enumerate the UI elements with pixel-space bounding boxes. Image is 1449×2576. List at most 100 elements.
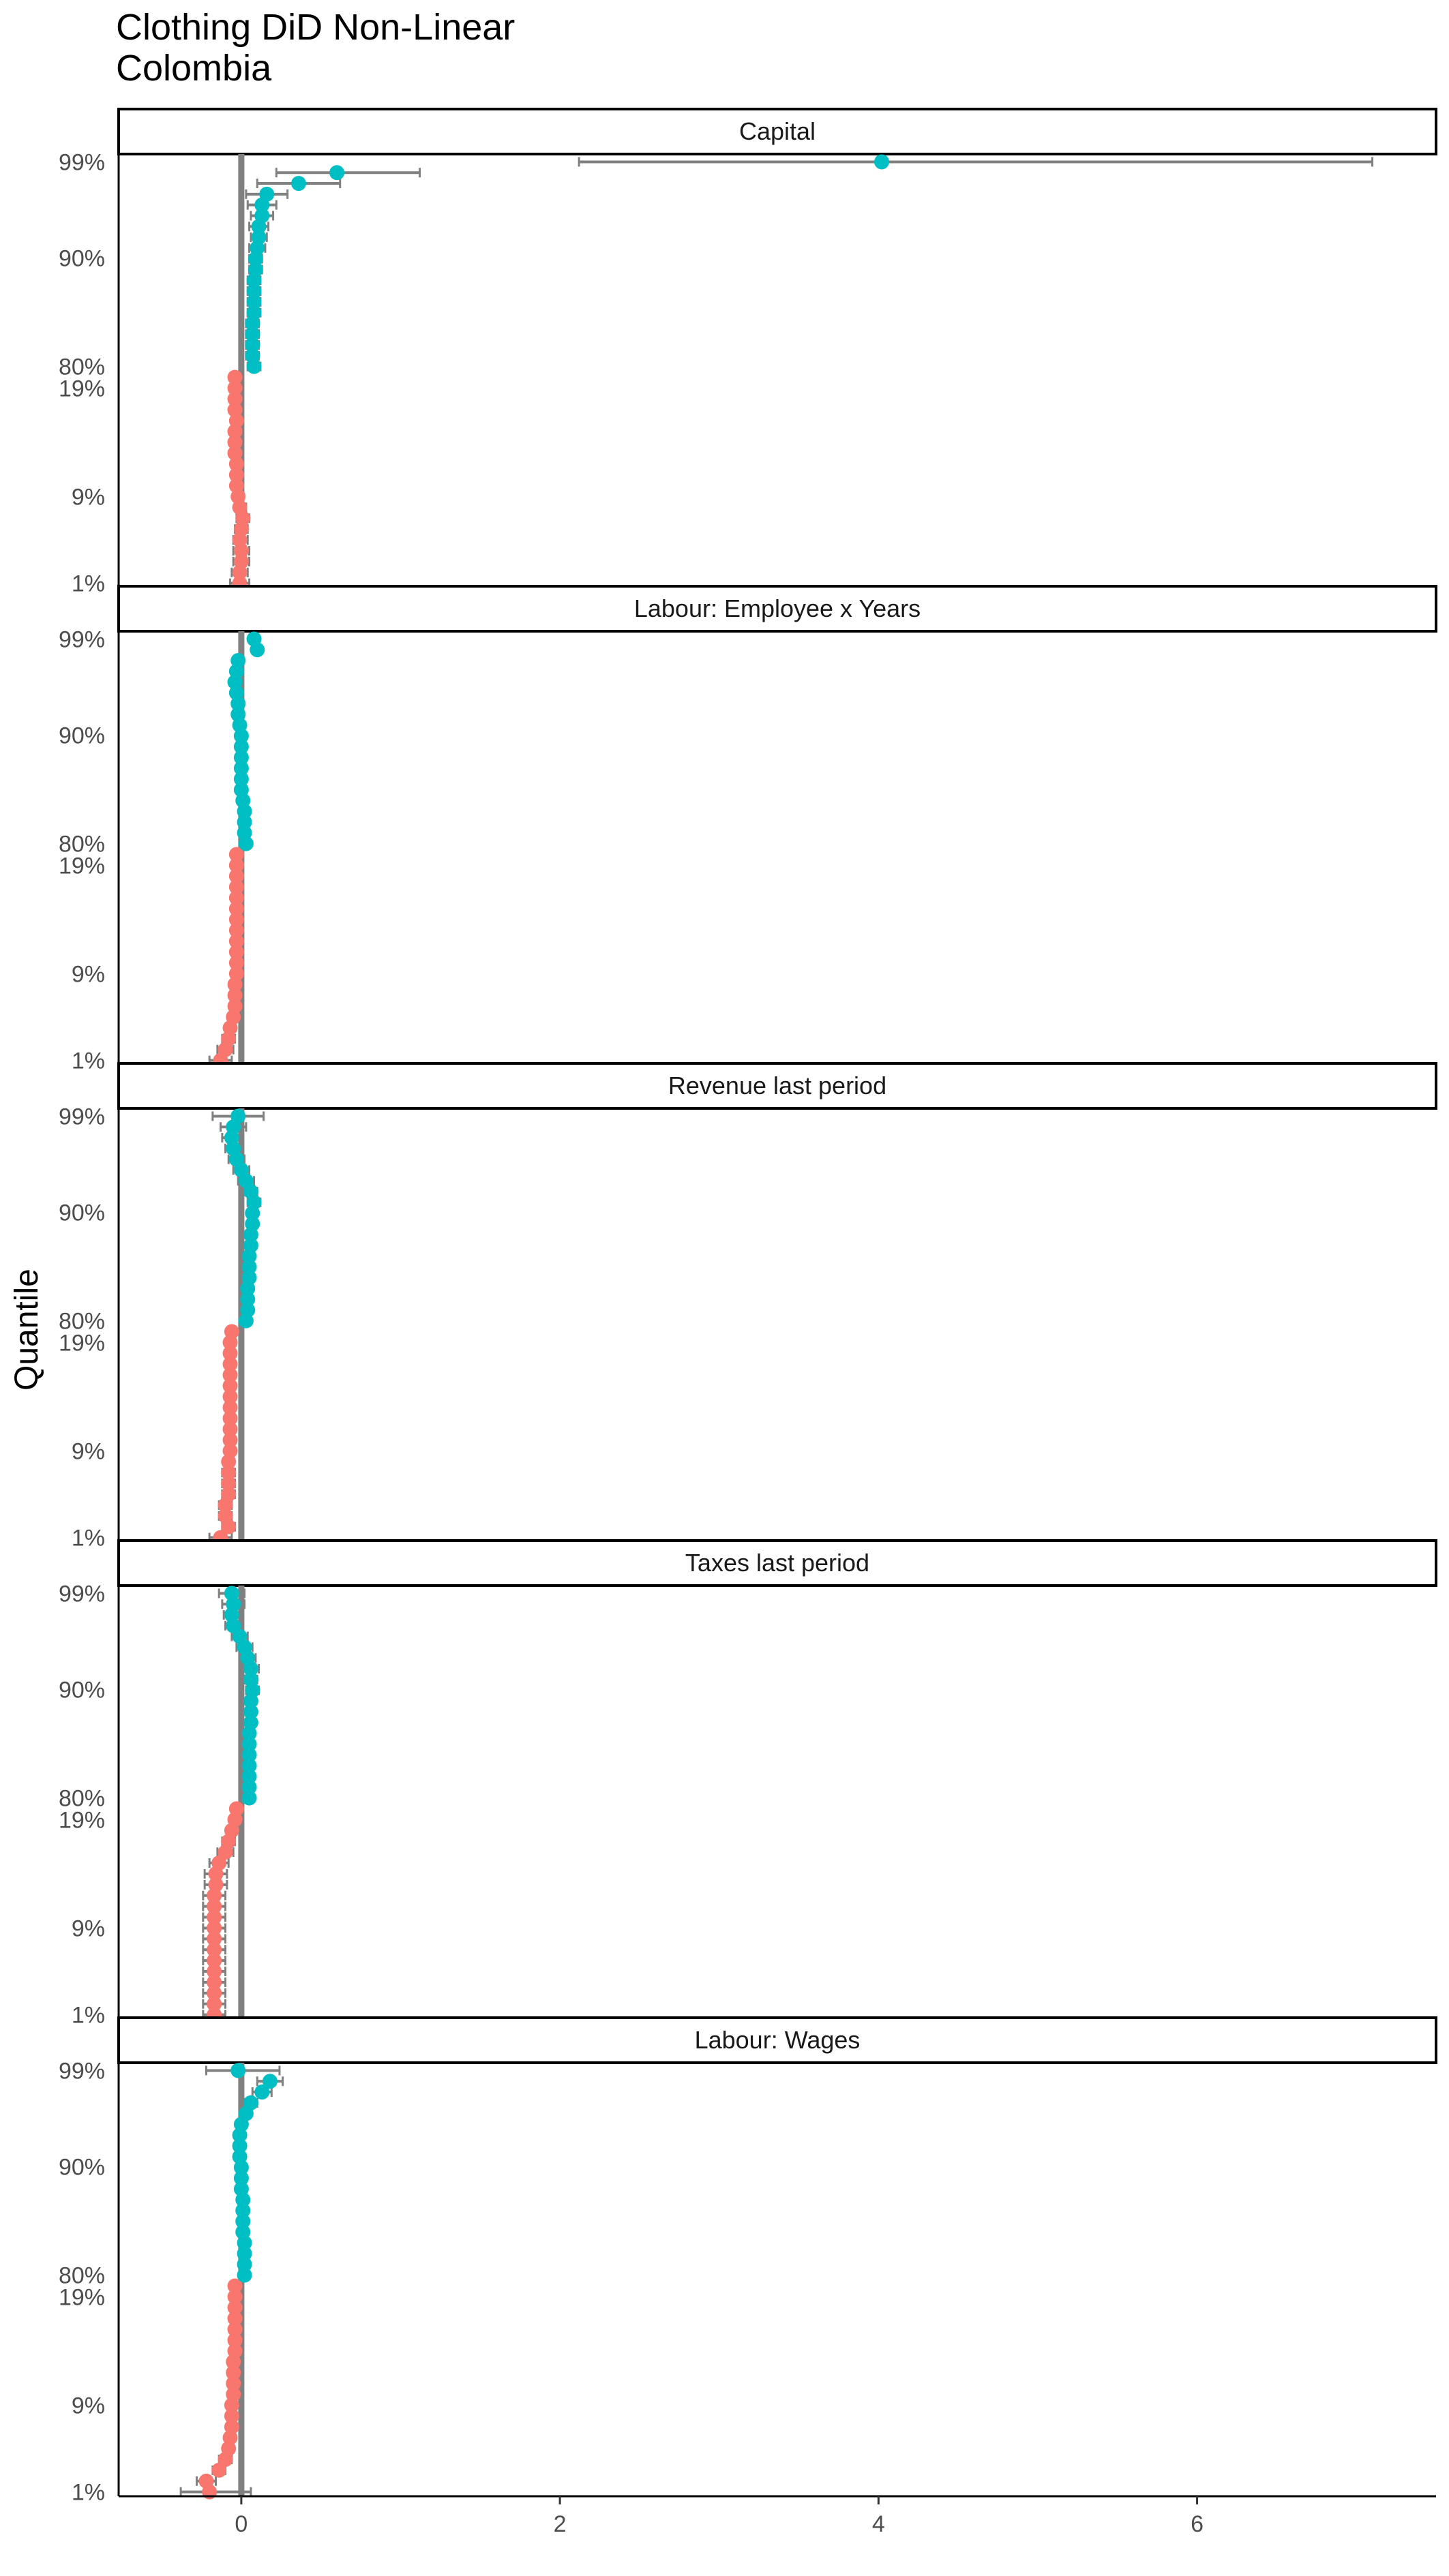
facet-panel: Labour: Wages 1% 9% 19%80% 90% 99%	[59, 2016, 1437, 2506]
y-tick-label: 9%	[72, 2393, 105, 2419]
data-point	[222, 1421, 238, 1437]
data-point	[207, 1974, 222, 1990]
data-point	[207, 1964, 222, 1980]
data-point	[227, 2289, 243, 2305]
data-point	[227, 2278, 243, 2294]
chart-title-line-2: Colombia	[116, 48, 272, 89]
data-point	[207, 1909, 222, 1925]
data-point	[211, 1855, 227, 1871]
data-point	[228, 944, 244, 960]
data-point	[221, 1476, 237, 1491]
data-point	[207, 1931, 222, 1947]
y-tick-label: 80%	[59, 832, 105, 858]
y-tick-label: 1%	[72, 2480, 105, 2506]
data-point	[222, 1432, 238, 1448]
facet-strip	[117, 2016, 1437, 2064]
data-point	[241, 1270, 257, 1286]
data-point	[207, 1942, 222, 1958]
facet-strip	[117, 1539, 1437, 1587]
data-point	[233, 761, 249, 776]
facet-strip	[117, 585, 1437, 633]
y-tick-label: 80%	[59, 1309, 105, 1335]
data-point	[245, 348, 260, 363]
data-point	[874, 154, 890, 170]
data-point	[222, 1346, 238, 1361]
data-point	[243, 1671, 258, 1687]
chart-title: Clothing DiD Non-Linear Colombia	[116, 7, 515, 89]
data-point	[221, 1465, 237, 1481]
data-point	[235, 2213, 251, 2229]
data-point	[227, 988, 243, 1003]
data-point	[227, 380, 243, 396]
data-point	[237, 825, 252, 840]
facet-panel: Capital 1% 9% 19%80% 90% 99%	[59, 108, 1437, 597]
data-point	[233, 782, 249, 798]
data-point	[227, 391, 243, 407]
data-point	[226, 2386, 241, 2402]
data-point	[227, 445, 243, 461]
data-point	[243, 1704, 258, 1720]
data-point	[243, 1715, 258, 1731]
data-point	[228, 478, 244, 494]
y-tick-label: 19%	[59, 853, 105, 879]
facet-panel: Labour: Employee x Years 1% 9% 19%80% 90% 99%	[59, 585, 1437, 1074]
data-point	[241, 1747, 257, 1763]
data-point	[227, 2300, 243, 2316]
y-tick-label: 1%	[72, 1048, 105, 1074]
facet-panel: Revenue last period 1% 9% 19%80% 90% 99%	[59, 1062, 1437, 1551]
data-point	[226, 2376, 241, 2391]
data-point	[218, 1508, 233, 1524]
y-tick-label: 80%	[59, 354, 105, 380]
data-point	[222, 1410, 238, 1426]
y-tick-label: 90%	[59, 723, 105, 749]
data-point	[233, 750, 249, 766]
data-point	[235, 2224, 251, 2240]
data-point	[241, 1736, 257, 1752]
data-point	[235, 2202, 251, 2218]
y-tick-label: 1%	[72, 2003, 105, 2029]
data-point	[251, 230, 267, 245]
data-point	[228, 890, 244, 906]
data-point	[230, 1108, 246, 1124]
data-point	[237, 2267, 252, 2283]
data-point	[224, 1586, 239, 1601]
y-tick-label: 1%	[72, 571, 105, 597]
data-point	[233, 554, 249, 569]
data-point	[241, 1758, 257, 1774]
data-point	[233, 771, 249, 787]
data-point	[207, 1898, 222, 1914]
x-tick-label: 0	[235, 2511, 248, 2537]
data-point	[237, 2256, 252, 2272]
y-tick-label: 99%	[59, 1104, 105, 1130]
facet-strip-label: Labour: Employee x Years	[634, 594, 921, 622]
data-point	[243, 1238, 258, 1254]
data-point	[237, 815, 252, 830]
data-point	[207, 1920, 222, 1936]
data-point	[227, 402, 243, 418]
y-tick-label: 19%	[59, 376, 105, 401]
data-point	[226, 2365, 241, 2380]
facet-strip	[117, 108, 1437, 155]
facet-strip-label: Revenue last period	[668, 1072, 886, 1100]
data-point	[259, 186, 275, 202]
facet-strip-label: Labour: Wages	[695, 2026, 861, 2054]
data-point	[232, 2149, 248, 2164]
data-point	[228, 922, 244, 938]
data-point	[228, 847, 244, 862]
data-point	[241, 1790, 257, 1806]
data-point	[233, 2170, 249, 2186]
data-point	[211, 2462, 227, 2478]
data-point	[246, 631, 262, 647]
data-point	[227, 2343, 243, 2359]
data-point	[224, 2419, 239, 2435]
data-point	[230, 707, 246, 723]
data-point	[245, 1216, 260, 1232]
y-tick-label: 99%	[59, 149, 105, 175]
data-point	[246, 305, 262, 320]
data-point	[246, 284, 262, 299]
data-point	[228, 955, 244, 971]
y-tick-label: 9%	[72, 961, 105, 987]
data-point	[245, 337, 260, 353]
data-point	[227, 2322, 243, 2337]
